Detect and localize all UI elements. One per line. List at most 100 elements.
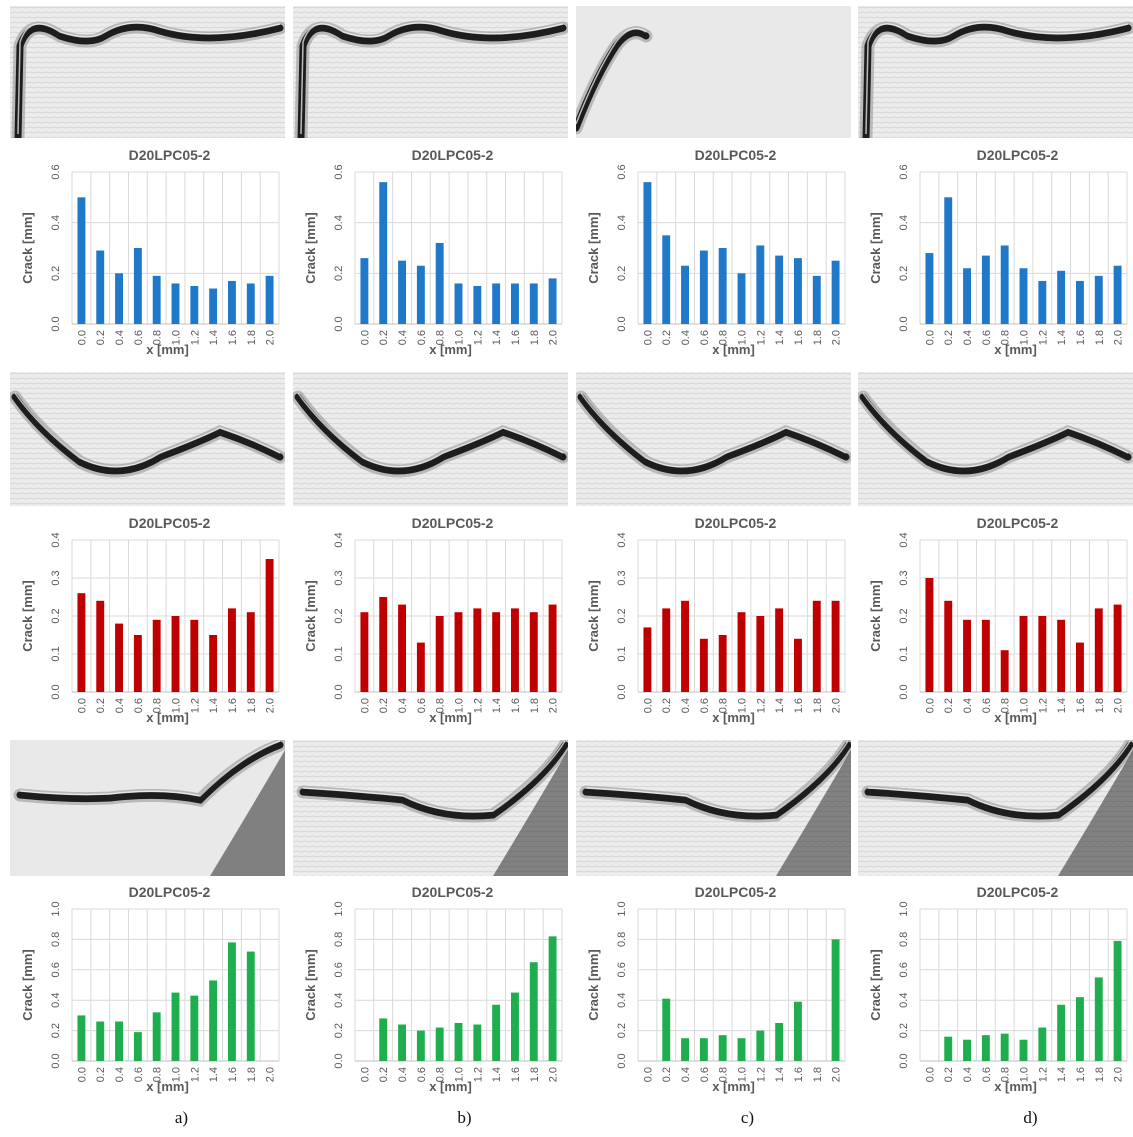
bar (794, 1001, 802, 1061)
bar (963, 1039, 971, 1061)
y-tick-label: 0.6 (333, 962, 345, 977)
bar (643, 627, 652, 692)
y-tick-label: 0.6 (333, 164, 345, 179)
x-tick-label: 1.2 (755, 330, 767, 345)
y-tick-label: 0.8 (616, 932, 628, 947)
bar (756, 616, 765, 692)
x-tick-label: 1.0 (171, 330, 183, 345)
x-axis-label: x [mm] (712, 342, 755, 357)
y-tick-label: 0.6 (50, 164, 62, 179)
y-tick-label: 0.4 (333, 993, 345, 1008)
bar-chart: D20LPC05-2 0.0 0.2 0.4 0.6 0.0 0.2 0.4 0.6 0.8 1.0… (293, 142, 568, 357)
bar (1038, 616, 1047, 692)
x-tick-label: 0.4 (962, 330, 974, 345)
y-tick-label: 0.0 (616, 316, 628, 331)
x-tick-label: 0.0 (359, 698, 371, 713)
bar (473, 286, 482, 324)
y-tick-label: 0.0 (50, 316, 62, 331)
bar (1057, 1004, 1066, 1061)
y-tick-label: 0.1 (616, 646, 628, 661)
x-tick-label: 0.8 (435, 698, 447, 713)
x-tick-label: 1.8 (529, 698, 541, 713)
y-tick-label: 0.4 (616, 993, 628, 1008)
bar (1076, 280, 1084, 324)
y-tick-label: 1.0 (616, 901, 628, 916)
bar (699, 638, 708, 692)
bar (548, 936, 557, 1061)
x-tick-label: 0.8 (435, 330, 447, 345)
x-tick-label: 1.2 (1037, 1067, 1049, 1082)
bar (379, 597, 388, 692)
bar (454, 612, 463, 692)
x-tick-label: 1.4 (774, 1067, 786, 1082)
bar (1038, 280, 1047, 324)
x-tick-label: 1.0 (454, 330, 466, 345)
y-tick-label: 0.3 (333, 570, 345, 585)
y-tick-label: 0.0 (616, 1053, 628, 1068)
bar (963, 268, 971, 324)
x-tick-label: 1.4 (208, 330, 220, 345)
y-tick-label: 0.4 (898, 993, 910, 1008)
x-tick-label: 0.8 (1000, 698, 1012, 713)
x-tick-label: 0.0 (642, 1067, 654, 1082)
y-tick-label: 0.0 (333, 316, 345, 331)
bar (1094, 977, 1103, 1061)
bar (398, 260, 406, 324)
bar (794, 258, 802, 324)
bar (981, 619, 990, 692)
bar (1038, 1027, 1047, 1061)
x-tick-label: 1.6 (1075, 330, 1087, 345)
bar (115, 623, 123, 692)
crack-image (576, 6, 851, 138)
bar (1094, 275, 1103, 324)
y-tick-label: 0.2 (616, 1023, 628, 1038)
bar-chart: D20LPC05-2 0.0 0.2 0.4 0.6 0.8 1.0 0.0 0.2 0.4 0.6… (858, 879, 1133, 1094)
y-tick-label: 0.4 (333, 215, 345, 230)
y-axis-label: Crack [mm] (586, 212, 601, 284)
y-tick-label: 0.4 (898, 532, 910, 547)
x-axis-label: x [mm] (429, 1079, 472, 1094)
bar (492, 1004, 501, 1061)
bar (416, 1030, 425, 1061)
bar (265, 559, 274, 692)
y-axis-label: Crack [mm] (868, 580, 883, 652)
bar (511, 283, 519, 324)
x-tick-label: 0.2 (95, 330, 107, 345)
x-tick-label: 0.8 (718, 698, 730, 713)
bar (944, 197, 953, 324)
x-tick-label: 1.6 (1075, 1067, 1087, 1082)
x-tick-label: 1.8 (1094, 698, 1106, 713)
x-tick-label: 0.6 (699, 698, 711, 713)
x-tick-label: 2.0 (548, 1067, 560, 1082)
chart-title: D20LPC05-2 (695, 147, 777, 163)
y-tick-label: 0.8 (898, 932, 910, 947)
bar (246, 951, 255, 1061)
x-tick-label: 0.8 (1000, 1067, 1012, 1082)
y-axis-label: Crack [mm] (868, 212, 883, 284)
x-tick-label: 0.6 (133, 330, 145, 345)
x-tick-label: 1.0 (454, 698, 466, 713)
x-tick-label: 0.4 (680, 1067, 692, 1082)
bar (473, 1024, 482, 1061)
x-tick-label: 0.6 (981, 698, 993, 713)
x-tick-label: 0.4 (114, 330, 126, 345)
y-tick-label: 0.1 (898, 646, 910, 661)
y-tick-label: 0.1 (50, 646, 62, 661)
x-tick-label: 0.4 (962, 1067, 974, 1082)
x-tick-label: 2.0 (548, 330, 560, 345)
bar (77, 593, 86, 692)
x-tick-label: 1.8 (246, 1067, 258, 1082)
bar (133, 248, 142, 324)
bar (718, 635, 727, 692)
x-tick-label: 0.2 (943, 1067, 955, 1082)
y-tick-label: 1.0 (898, 901, 910, 916)
x-tick-label: 0.4 (397, 1067, 409, 1082)
y-tick-label: 0.2 (898, 1023, 910, 1038)
x-tick-label: 0.4 (114, 698, 126, 713)
crack-image (576, 372, 851, 506)
bar-chart: D20LPC05-2 0.0 0.2 0.4 0.6 0.8 1.0 0.0 0.2 0.4 0.6… (10, 879, 285, 1094)
chart-title: D20LPC05-2 (412, 515, 494, 531)
bar (718, 248, 727, 324)
x-tick-label: 0.6 (416, 698, 428, 713)
x-tick-label: 1.4 (1056, 1067, 1068, 1082)
